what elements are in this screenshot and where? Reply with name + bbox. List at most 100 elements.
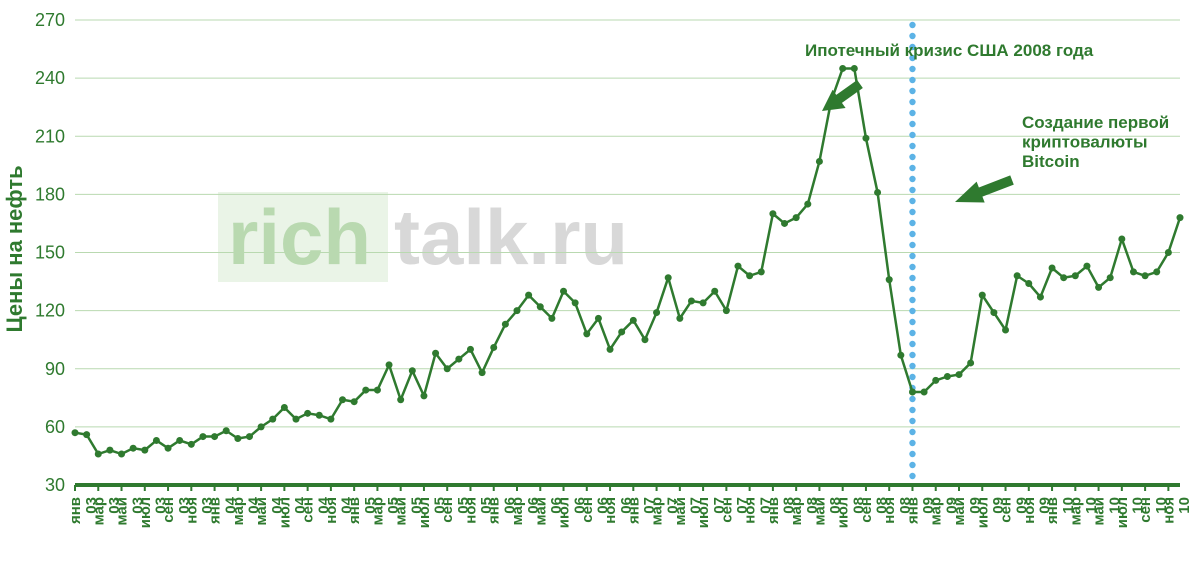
price-marker	[455, 356, 462, 363]
price-marker	[688, 297, 695, 304]
reference-dot	[909, 33, 915, 39]
price-marker	[420, 392, 427, 399]
y-tick-label: 240	[35, 68, 65, 88]
price-marker	[72, 429, 79, 436]
chart-svg: richtalk.ru306090120150180210240270янв03…	[0, 0, 1200, 567]
reference-dot	[909, 264, 915, 270]
reference-dot	[909, 363, 915, 369]
reference-dot	[909, 220, 915, 226]
reference-dot	[909, 154, 915, 160]
price-marker	[1177, 214, 1184, 221]
price-marker	[223, 427, 230, 434]
price-marker	[502, 321, 509, 328]
price-marker	[862, 135, 869, 142]
reference-dot	[909, 407, 915, 413]
price-marker	[653, 309, 660, 316]
reference-dot	[909, 319, 915, 325]
y-tick-label: 120	[35, 301, 65, 321]
price-marker	[467, 346, 474, 353]
price-marker	[153, 437, 160, 444]
price-marker	[176, 437, 183, 444]
reference-dot	[909, 88, 915, 94]
y-tick-label: 150	[35, 243, 65, 263]
reference-dot	[909, 209, 915, 215]
reference-dot	[909, 176, 915, 182]
reference-dot	[909, 341, 915, 347]
price-marker	[1153, 268, 1160, 275]
price-marker	[118, 451, 125, 458]
price-marker	[397, 396, 404, 403]
reference-dot	[909, 121, 915, 127]
price-marker	[490, 344, 497, 351]
price-marker	[130, 445, 137, 452]
price-marker	[188, 441, 195, 448]
reference-dot	[909, 462, 915, 468]
price-marker	[572, 299, 579, 306]
oil-price-chart: richtalk.ru306090120150180210240270янв03…	[0, 0, 1200, 567]
reference-dot	[909, 418, 915, 424]
price-marker	[165, 445, 172, 452]
y-axis-label: Цены на нефть	[2, 165, 27, 332]
price-marker	[362, 387, 369, 394]
price-marker	[525, 292, 532, 299]
price-marker	[839, 65, 846, 72]
price-marker	[1014, 272, 1021, 279]
price-marker	[921, 389, 928, 396]
price-marker	[735, 263, 742, 270]
price-marker	[374, 387, 381, 394]
price-marker	[548, 315, 555, 322]
reference-dot	[909, 143, 915, 149]
price-marker	[746, 272, 753, 279]
price-marker	[386, 361, 393, 368]
price-marker	[1095, 284, 1102, 291]
price-marker	[676, 315, 683, 322]
price-marker	[874, 189, 881, 196]
price-marker	[479, 369, 486, 376]
price-marker	[83, 431, 90, 438]
price-marker	[932, 377, 939, 384]
price-marker	[1165, 249, 1172, 256]
reference-dot	[909, 286, 915, 292]
reference-dot	[909, 396, 915, 402]
reference-dot	[909, 429, 915, 435]
price-marker	[1002, 327, 1009, 334]
y-tick-label: 90	[45, 359, 65, 379]
price-marker	[583, 330, 590, 337]
price-marker	[1025, 280, 1032, 287]
price-marker	[641, 336, 648, 343]
price-marker	[956, 371, 963, 378]
reference-dot	[909, 66, 915, 72]
price-marker	[281, 404, 288, 411]
reference-dot	[909, 440, 915, 446]
price-marker	[409, 367, 416, 374]
price-marker	[1118, 235, 1125, 242]
price-marker	[258, 423, 265, 430]
price-marker	[351, 398, 358, 405]
reference-dot	[909, 330, 915, 336]
reference-dot	[909, 242, 915, 248]
watermark-left: rich	[228, 193, 371, 281]
price-marker	[432, 350, 439, 357]
price-marker	[781, 220, 788, 227]
reference-dot	[909, 110, 915, 116]
reference-dot	[909, 231, 915, 237]
y-tick-label: 60	[45, 417, 65, 437]
price-marker	[327, 416, 334, 423]
price-marker	[618, 328, 625, 335]
price-marker	[769, 210, 776, 217]
price-marker	[211, 433, 218, 440]
price-marker	[1083, 263, 1090, 270]
annotation-text: Ипотечный кризис США 2008 года	[805, 41, 1094, 60]
price-marker	[537, 303, 544, 310]
price-marker	[793, 214, 800, 221]
y-tick-label: 210	[35, 126, 65, 146]
y-tick-label: 270	[35, 10, 65, 30]
price-marker	[944, 373, 951, 380]
price-marker	[1072, 272, 1079, 279]
price-marker	[700, 299, 707, 306]
reference-dot	[909, 374, 915, 380]
price-marker	[293, 416, 300, 423]
price-marker	[234, 435, 241, 442]
price-marker	[607, 346, 614, 353]
reference-dot	[909, 132, 915, 138]
